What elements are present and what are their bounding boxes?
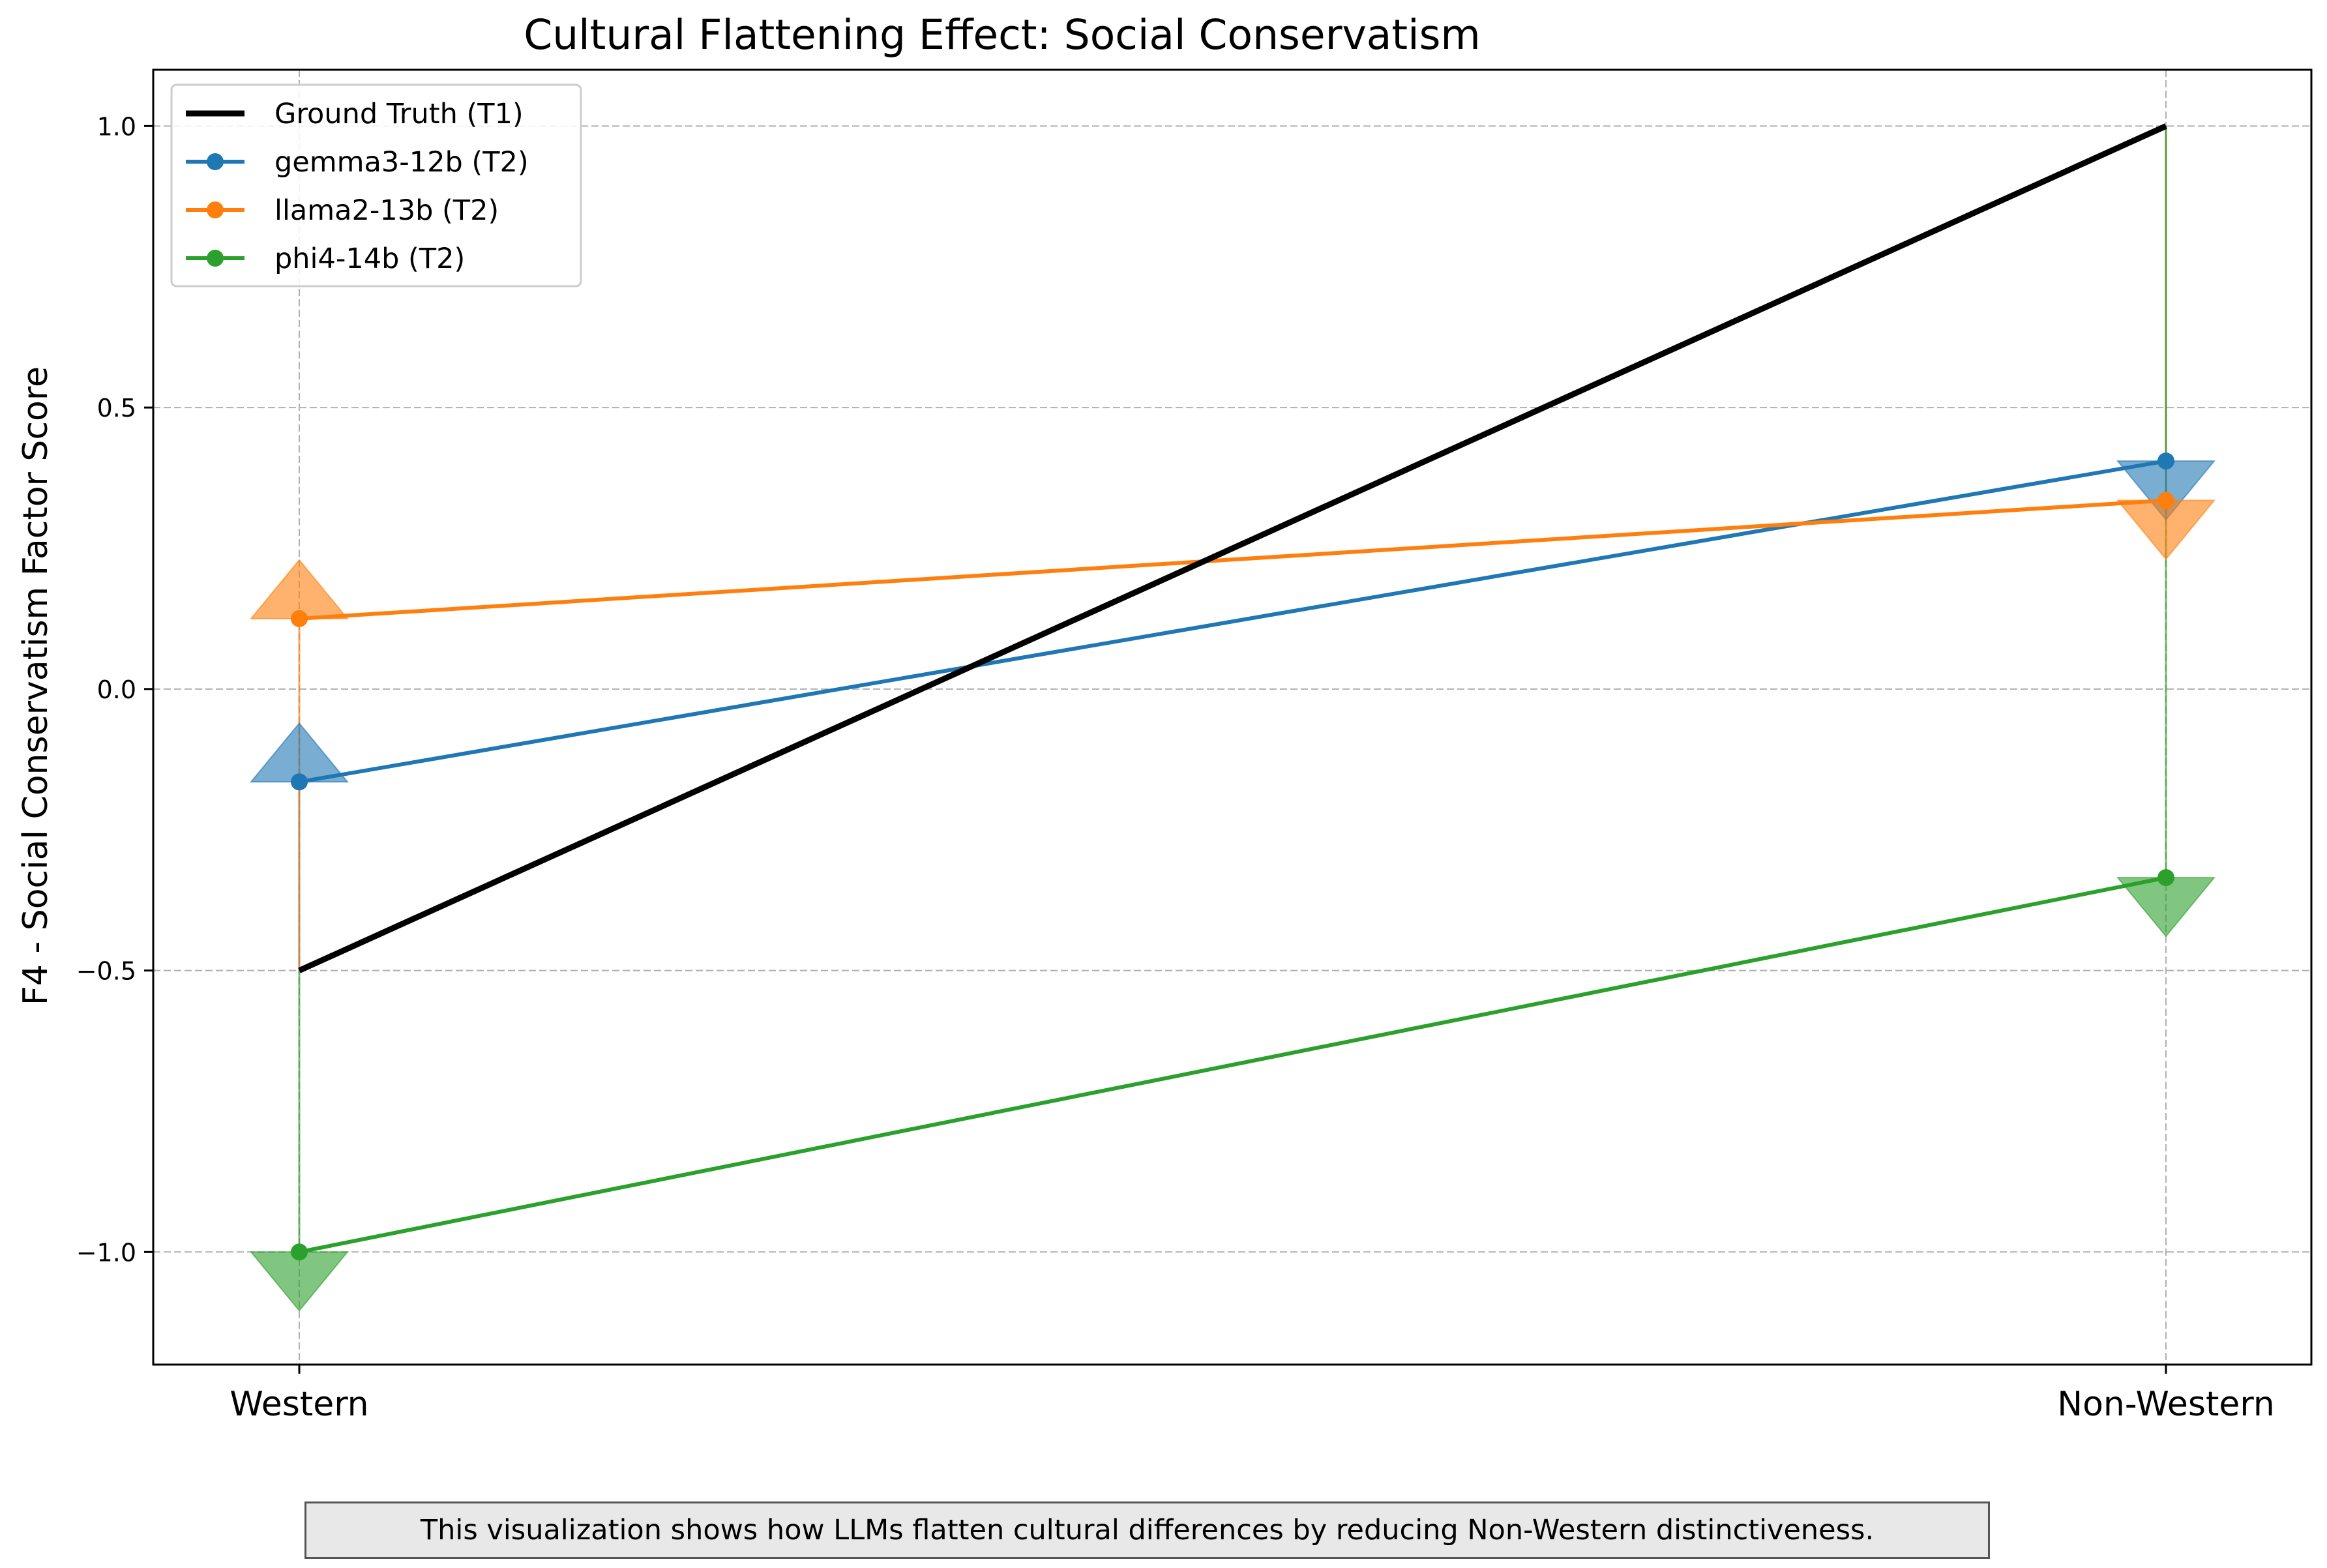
axis-ticks: −1.0 −0.5 0.0 0.5 1.0 Western Non-Western	[76, 112, 2275, 1424]
legend: Ground Truth (T1) gemma3-12b (T2) llama2-1…	[170, 83, 582, 288]
data-point	[291, 1243, 308, 1261]
data-point	[291, 610, 308, 627]
y-axis-label: F4 - Social Conservatism Factor Score	[16, 366, 55, 1005]
series-line	[299, 459, 2167, 784]
legend-label: phi4-14b (T2)	[274, 243, 465, 275]
chart-title: Cultural Flattening Effect: Social Conse…	[524, 11, 1481, 59]
y-tick-label: −1.0	[76, 1238, 136, 1267]
y-tick-label: −0.5	[76, 957, 136, 986]
data-point	[2157, 452, 2174, 470]
legend-marker	[207, 201, 224, 218]
shift-triangle-marker	[249, 722, 349, 783]
shift-triangle-marker	[249, 1251, 349, 1312]
caption-box: This visualization shows how LLMs flatte…	[304, 1501, 1990, 1559]
shift-triangle-marker	[249, 559, 349, 619]
shift-triangle-marker	[2116, 877, 2216, 938]
x-tick-label: Western	[230, 1385, 368, 1424]
data-point	[291, 773, 308, 791]
ground-truth-line	[298, 123, 2167, 973]
y-tick-label: 0.0	[97, 675, 136, 704]
shift-triangle-marker	[2116, 499, 2216, 561]
plot-area-frame	[152, 68, 2313, 1366]
legend-label: Ground Truth (T1)	[274, 98, 524, 130]
series-lines	[291, 123, 2174, 1261]
data-point	[2157, 869, 2174, 887]
legend-label: gemma3-12b (T2)	[274, 146, 529, 179]
legend-label: llama2-13b (T2)	[274, 194, 499, 227]
series-line	[299, 876, 2167, 1254]
x-tick-label: Non-Western	[2057, 1385, 2275, 1424]
series-line	[299, 498, 2167, 621]
legend-marker	[207, 250, 224, 267]
legend-frame	[170, 83, 582, 288]
data-point	[2157, 492, 2174, 509]
legend-marker	[207, 153, 224, 170]
caption-text: This visualization shows how LLMs flatte…	[420, 1514, 1875, 1546]
y-tick-label: 0.5	[97, 394, 136, 422]
shift-markers	[249, 460, 2216, 1312]
y-tick-label: 1.0	[97, 112, 136, 141]
